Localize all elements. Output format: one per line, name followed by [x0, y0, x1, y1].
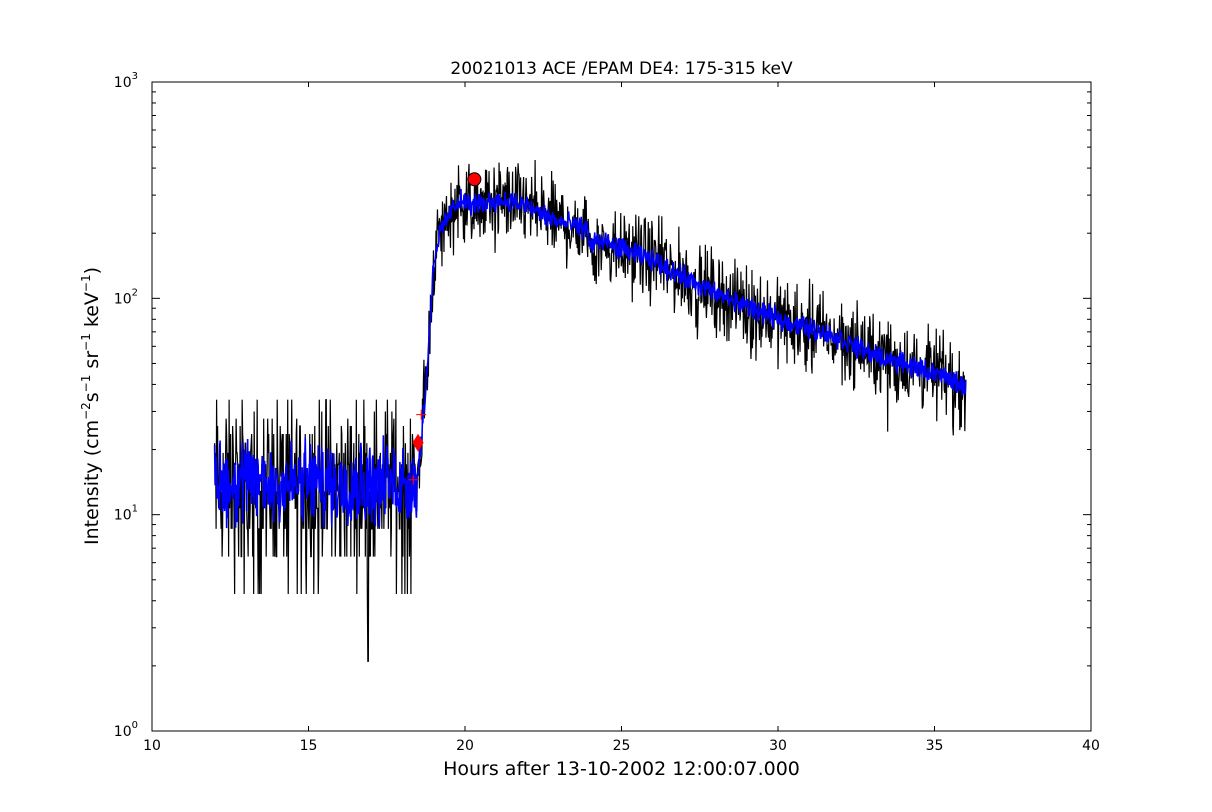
y-label-exp: −2: [79, 402, 93, 420]
y-tick-exponent: 2: [132, 287, 138, 298]
y-label-exp: −1: [79, 333, 93, 351]
y-label-unit: keV: [81, 292, 103, 333]
y-label-end: ): [81, 267, 103, 274]
x-tick-label: 40: [1082, 738, 1100, 754]
y-axis-label: Intensity (cm−2s−1 sr−1 keV−1): [79, 267, 103, 545]
x-tick-label: 25: [613, 738, 631, 754]
plus-marker: [416, 409, 427, 420]
y-label-exp: −1: [79, 274, 93, 292]
smoothed-intensity-line: [213, 189, 967, 529]
x-tick-label: 20: [456, 738, 474, 754]
y-tick-exponent: 3: [132, 71, 138, 82]
y-label-base: Intensity (cm: [81, 420, 103, 545]
y-label-unit: s: [81, 392, 103, 402]
series-layer: [213, 160, 967, 662]
y-label-exp: −1: [79, 375, 93, 393]
x-axis-label: Hours after 13-10-2002 12:00:07.000: [443, 758, 800, 780]
plus-marker: [408, 474, 419, 485]
marker-layer: [408, 172, 482, 485]
y-label-unit: sr: [81, 351, 103, 375]
x-tick-label: 10: [143, 738, 161, 754]
y-tick-exponent: 0: [132, 720, 138, 731]
peak-marker: [467, 172, 482, 187]
x-tick-label: 15: [300, 738, 318, 754]
plot-area: [213, 160, 967, 662]
x-tick-label: 35: [926, 738, 944, 754]
y-tick-exponent: 1: [132, 504, 138, 515]
chart-title: 20021013 ACE /EPAM DE4: 175-315 keV: [450, 59, 793, 79]
x-tick-label: 30: [769, 738, 787, 754]
onset-marker: [412, 433, 424, 452]
